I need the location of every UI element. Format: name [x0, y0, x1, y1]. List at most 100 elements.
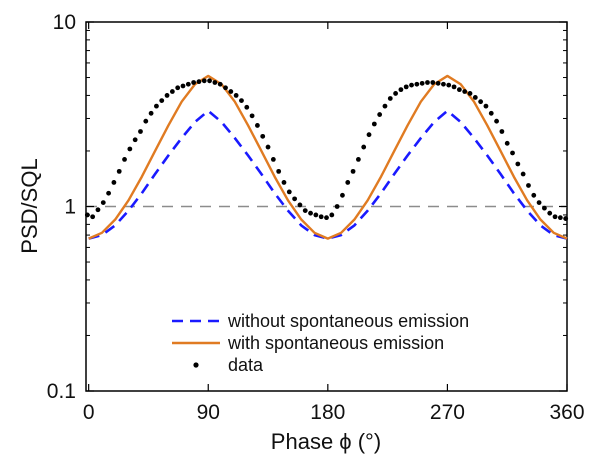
data-point [318, 214, 324, 220]
legend-swatch-marker [193, 362, 199, 368]
data-point [286, 189, 292, 195]
data-point [138, 129, 143, 134]
legend-entry: data [193, 355, 264, 375]
x-tick-label: 360 [549, 401, 584, 424]
data-point [414, 81, 420, 87]
data-point [419, 80, 425, 86]
data-point [387, 96, 393, 101]
data-point [329, 212, 335, 218]
data-point [499, 129, 505, 134]
data-point [456, 87, 462, 93]
y-tick-label: 1 [64, 196, 76, 219]
data-point [393, 91, 398, 96]
data-point [488, 110, 494, 116]
data-point [95, 207, 101, 213]
data-point [270, 157, 276, 162]
data-point [302, 208, 308, 214]
x-tick-label: 270 [430, 401, 465, 424]
data-point [201, 78, 207, 84]
data-point [308, 210, 313, 216]
series-2 [84, 78, 569, 221]
data-point [547, 210, 553, 216]
data-point [345, 180, 351, 185]
data-point [185, 81, 191, 87]
x-axis-title: Phase ϕ (°) [271, 429, 381, 454]
data-point [515, 161, 521, 167]
data-point [462, 89, 468, 94]
y-tick-label: 10 [53, 11, 76, 34]
data-point [425, 80, 430, 85]
data-point [467, 91, 473, 96]
data-point [159, 98, 165, 103]
data-point [154, 103, 159, 109]
data-point [191, 80, 197, 85]
data-point [361, 144, 367, 150]
series-1 [88, 74, 568, 240]
data-point [441, 81, 446, 87]
data-point [557, 215, 563, 221]
data-point [212, 80, 218, 85]
data-point [510, 150, 515, 156]
data-point [180, 83, 186, 89]
data-point [563, 216, 569, 221]
data-point [281, 180, 287, 185]
series-line [88, 109, 568, 240]
data-point [260, 133, 266, 139]
legend-entry: with spontaneous emission [172, 333, 444, 353]
data-point [233, 93, 239, 98]
data-point [313, 212, 319, 218]
data-point [542, 205, 547, 211]
data-point [255, 123, 260, 128]
data-point [169, 89, 175, 94]
data-point [446, 82, 452, 88]
legend-label: without spontaneous emission [227, 311, 469, 331]
data-point [366, 132, 372, 138]
data-point [504, 140, 510, 146]
data-point [520, 171, 526, 177]
data-point [249, 113, 255, 119]
legend-label: data [228, 355, 264, 375]
data-point [164, 93, 170, 98]
data-point [451, 84, 457, 90]
x-tick-label: 90 [197, 401, 220, 424]
data-point [403, 84, 409, 90]
data-point [217, 81, 223, 87]
data-point [409, 82, 414, 88]
data-point [435, 80, 441, 86]
data-point [371, 121, 377, 127]
data-point [526, 183, 531, 188]
data-point [398, 87, 404, 93]
data-point [148, 110, 154, 116]
data-point [106, 190, 111, 196]
series-layer [84, 74, 569, 240]
data-point [116, 168, 122, 174]
data-point [196, 79, 202, 85]
ticks-layer: 0 90 180 270 360 0.1 1 10 [47, 11, 585, 424]
data-point [292, 196, 298, 202]
data-point [552, 214, 558, 220]
data-point [334, 204, 340, 209]
data-point [340, 192, 345, 198]
data-point [207, 78, 212, 84]
data-point [382, 103, 388, 109]
data-point [228, 89, 234, 94]
series-0 [88, 109, 568, 240]
data-point [536, 200, 542, 205]
data-point [355, 157, 361, 162]
y-axis-title: PSD/SQL [17, 158, 42, 253]
data-point [472, 95, 478, 100]
legend-entry: without spontaneous emission [172, 311, 469, 331]
data-point [265, 144, 271, 150]
data-point [122, 157, 127, 162]
data-point [478, 99, 484, 105]
data-point [430, 80, 436, 85]
data-point [276, 168, 282, 174]
data-point [90, 214, 96, 220]
data-point [127, 146, 133, 152]
data-point [244, 104, 250, 110]
data-point [223, 85, 228, 91]
data-point [143, 118, 149, 124]
